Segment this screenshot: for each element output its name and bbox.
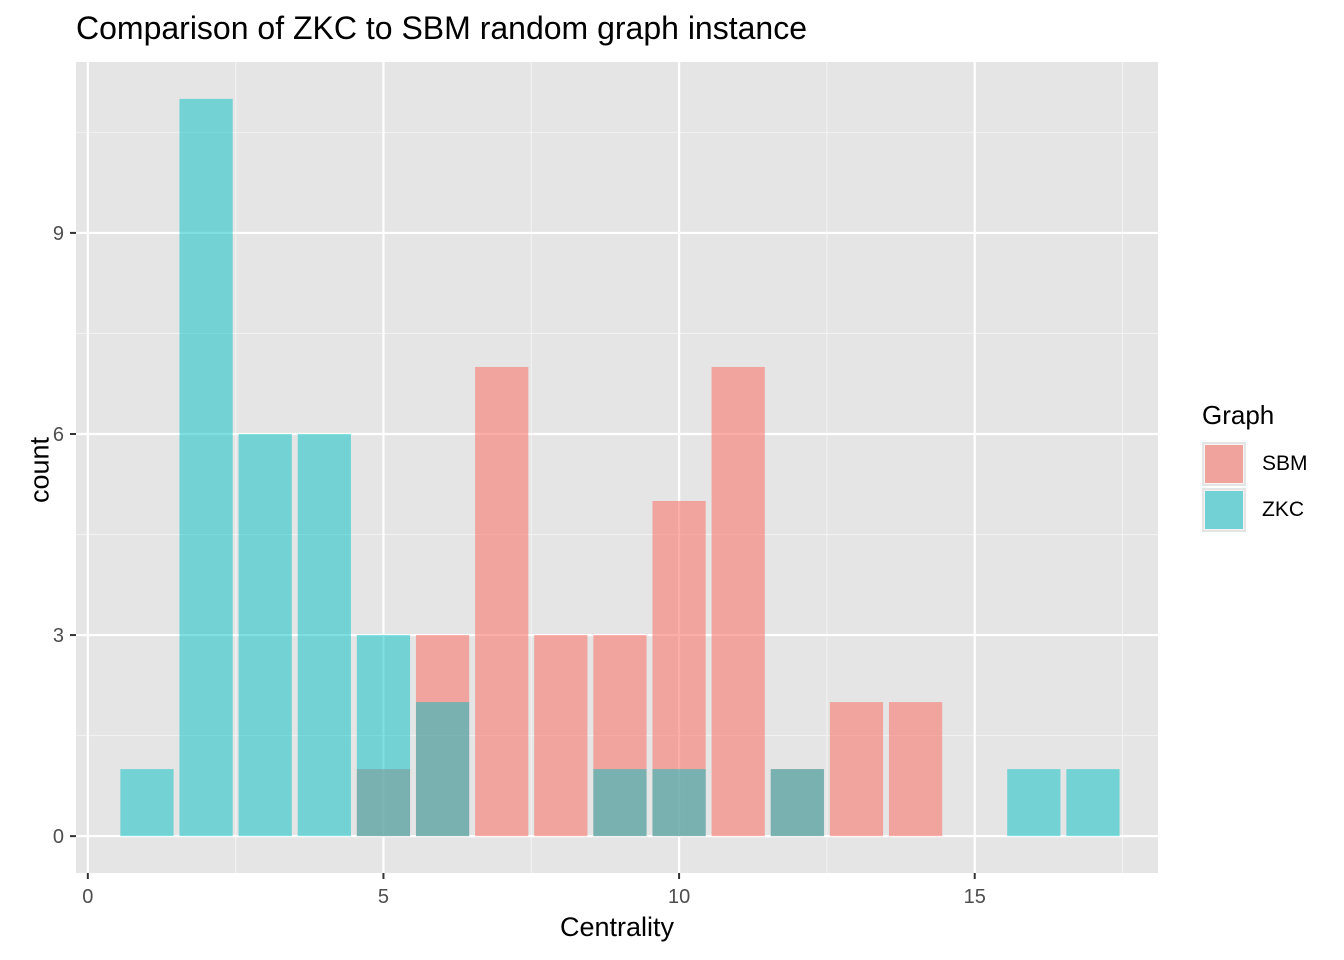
legend-key-zkc [1202, 488, 1246, 532]
bar-sbm-x13 [829, 702, 884, 837]
y-tick-label: 6 [53, 424, 64, 446]
bar-zkc-x1 [120, 769, 174, 837]
legend-label-zkc: ZKC [1262, 498, 1304, 521]
bar-sbm-x11 [711, 366, 765, 837]
bar-zkc-x10 [652, 769, 706, 837]
minor-gridlines [76, 62, 1158, 873]
legend-item-zkc: ZKC [1202, 487, 1308, 533]
y-axis: 0 3 6 9 [53, 223, 76, 848]
legend-swatch-zkc [1204, 490, 1244, 530]
bar-zkc-x5 [356, 635, 411, 837]
bar-zkc-x4 [297, 433, 351, 837]
x-tick-label: 15 [964, 886, 986, 908]
x-tick-label: 5 [378, 886, 389, 908]
y-tick-label: 9 [53, 223, 64, 245]
legend-item-sbm: SBM [1202, 441, 1308, 487]
bar-zkc-x6 [415, 702, 470, 837]
x-axis-label: Centrality [559, 912, 675, 942]
bar-zkc-x16 [1007, 769, 1061, 837]
bar-sbm-x8 [534, 635, 588, 837]
bar-zkc-x3 [238, 433, 292, 837]
y-tick-label: 3 [53, 625, 64, 647]
bar-zkc-x2 [179, 98, 233, 837]
bar-zkc-x12 [770, 769, 824, 837]
legend-swatch-sbm [1204, 444, 1244, 484]
legend-title: Graph [1202, 400, 1275, 430]
x-tick-label: 0 [82, 886, 93, 908]
y-tick-label: 0 [53, 826, 64, 848]
y-axis-label: count [24, 436, 55, 504]
bar-zkc-x17 [1066, 769, 1120, 837]
x-axis: 0 5 10 15 [82, 873, 986, 908]
bar-sbm-x7 [475, 366, 529, 837]
bar-sbm-x14 [888, 702, 943, 837]
chart-title: Comparison of ZKC to SBM random graph in… [76, 10, 807, 46]
bars-layer [120, 98, 1120, 837]
legend-label-sbm: SBM [1262, 452, 1308, 475]
x-tick-label: 10 [668, 886, 690, 908]
legend: Graph SBM ZKC [1202, 400, 1308, 533]
legend-key-sbm [1202, 442, 1246, 486]
bar-zkc-x9 [593, 769, 647, 837]
